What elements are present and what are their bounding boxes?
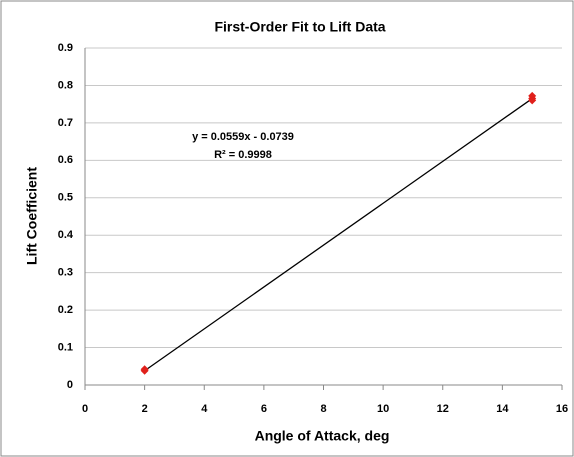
y-tick-label: 0.4 — [58, 229, 74, 241]
r-squared: R² = 0.9998 — [214, 149, 272, 161]
y-tick-label: 0.6 — [58, 154, 73, 166]
chart-title: First-Order Fit to Lift Data — [214, 19, 385, 35]
x-tick-label: 6 — [261, 403, 267, 415]
x-axis-label: Angle of Attack, deg — [255, 428, 390, 444]
data-point — [528, 96, 537, 105]
y-tick-label: 0 — [67, 379, 73, 391]
y-tick-label: 0.8 — [58, 79, 73, 91]
y-tick-label: 0.2 — [58, 304, 73, 316]
x-tick-label: 8 — [320, 403, 326, 415]
x-tick-label: 12 — [437, 403, 449, 415]
y-tick-label: 0.5 — [58, 192, 73, 204]
x-tick-label: 4 — [201, 403, 208, 415]
x-tick-label: 14 — [496, 403, 509, 415]
x-tick-label: 2 — [142, 403, 148, 415]
y-tick-label: 0.3 — [58, 267, 73, 279]
y-axis-label: Lift Coefficient — [24, 167, 40, 265]
equation: y = 0.0559x - 0.0739 — [192, 131, 294, 143]
y-tick-label: 0.1 — [58, 341, 73, 353]
x-tick-label: 10 — [377, 403, 389, 415]
x-tick-label: 16 — [556, 403, 568, 415]
x-tick-label: 0 — [82, 403, 88, 415]
data-point — [140, 365, 149, 374]
trendline — [144, 98, 533, 372]
y-tick-label: 0.7 — [58, 117, 73, 129]
y-tick-label: 0.9 — [58, 42, 73, 54]
